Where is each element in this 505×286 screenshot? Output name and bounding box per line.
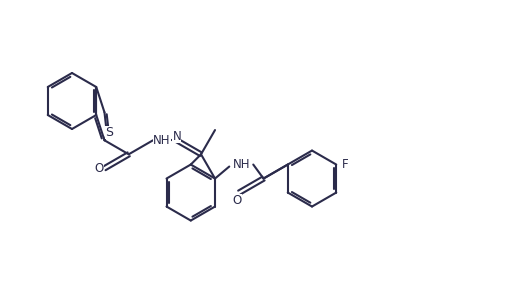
- Text: NH: NH: [232, 158, 249, 171]
- Text: S: S: [105, 126, 113, 139]
- Text: NH: NH: [153, 134, 170, 147]
- Text: N: N: [172, 130, 181, 143]
- Text: O: O: [94, 162, 104, 175]
- Text: O: O: [232, 194, 241, 207]
- Text: F: F: [341, 158, 348, 171]
